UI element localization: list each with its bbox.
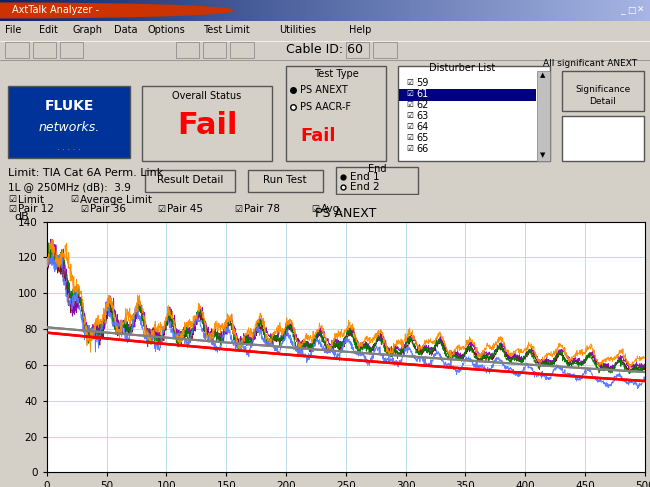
Text: ☑: ☑ (157, 205, 165, 214)
Text: . . . . .: . . . . . (57, 143, 81, 152)
Text: Cable ID: 60: Cable ID: 60 (287, 43, 363, 56)
Text: Limit: Limit (18, 195, 44, 205)
Text: Help: Help (349, 25, 371, 35)
Text: ☑: ☑ (8, 195, 16, 204)
Bar (286, 66, 386, 161)
Text: Pair 78: Pair 78 (244, 205, 280, 214)
Text: ☑: ☑ (311, 205, 319, 214)
Text: Result Detail: Result Detail (157, 175, 223, 185)
Text: Pair 12: Pair 12 (18, 205, 54, 214)
Bar (176, 42, 199, 58)
Bar (346, 42, 369, 58)
Text: Pair 36: Pair 36 (90, 205, 126, 214)
Bar (562, 71, 644, 111)
Text: Utilities: Utilities (280, 25, 317, 35)
Bar (537, 71, 550, 161)
Text: □: □ (627, 6, 636, 15)
Circle shape (0, 3, 233, 18)
Bar (336, 167, 418, 194)
Text: Limit: TIA Cat 6A Perm. Link: Limit: TIA Cat 6A Perm. Link (8, 168, 163, 178)
Text: ☑: ☑ (406, 144, 413, 153)
Text: ☑: ☑ (406, 89, 413, 98)
Text: End 1: End 1 (350, 171, 380, 182)
Text: All significant ANEXT: All significant ANEXT (543, 59, 637, 68)
Text: FLUKE: FLUKE (44, 99, 94, 113)
Text: Run Test: Run Test (263, 175, 307, 185)
Text: ☑: ☑ (406, 78, 413, 87)
Bar (399, 89, 536, 101)
Text: 1L @ 250MHz (dB):  3.9: 1L @ 250MHz (dB): 3.9 (8, 182, 131, 192)
Bar (145, 169, 235, 192)
Text: Fail: Fail (300, 127, 335, 145)
Text: Detail: Detail (590, 97, 616, 106)
Text: dB: dB (14, 211, 29, 222)
Bar (203, 42, 226, 58)
Text: Test Limit: Test Limit (203, 25, 250, 35)
Text: 63: 63 (416, 111, 428, 121)
Text: Fail: Fail (177, 111, 237, 140)
Text: Disturber List: Disturber List (429, 63, 495, 74)
Text: ✕: ✕ (637, 6, 645, 15)
Text: 61: 61 (416, 89, 428, 99)
Text: File: File (5, 25, 21, 35)
Text: networks.: networks. (38, 121, 99, 134)
Text: ▲: ▲ (540, 72, 546, 78)
Bar (230, 42, 254, 58)
Text: Pair 45: Pair 45 (167, 205, 203, 214)
Bar (5, 42, 29, 58)
Text: _: _ (621, 6, 625, 15)
Text: Significance: Significance (575, 85, 630, 94)
Text: ☑: ☑ (406, 133, 413, 142)
Bar (8, 86, 130, 158)
Text: Options: Options (148, 25, 185, 35)
Text: 66: 66 (416, 144, 428, 153)
Bar (398, 66, 550, 161)
Text: ☑: ☑ (8, 205, 16, 214)
Text: Graph: Graph (73, 25, 103, 35)
Bar (142, 86, 272, 161)
Text: AxtTalk Analyzer -: AxtTalk Analyzer - (12, 5, 99, 16)
Text: ☑: ☑ (234, 205, 242, 214)
Text: End 2: End 2 (350, 182, 380, 192)
Bar (32, 42, 56, 58)
Text: PS AACR-F: PS AACR-F (300, 102, 351, 112)
Text: ▼: ▼ (540, 152, 546, 159)
Bar (60, 42, 83, 58)
Text: Test Type: Test Type (313, 69, 358, 79)
Text: Overall Status: Overall Status (172, 91, 242, 101)
Text: PS ANEXT: PS ANEXT (300, 85, 348, 95)
Bar (373, 42, 396, 58)
Text: Data: Data (114, 25, 137, 35)
Text: ☑: ☑ (406, 122, 413, 131)
Text: 62: 62 (416, 100, 428, 110)
Bar (562, 116, 644, 161)
Text: 65: 65 (416, 132, 428, 143)
Text: 59: 59 (416, 78, 428, 88)
Text: Average Limit: Average Limit (80, 195, 152, 205)
Text: 64: 64 (416, 122, 428, 131)
Title: PS ANEXT: PS ANEXT (315, 207, 376, 221)
Bar (248, 169, 323, 192)
Text: End: End (368, 164, 386, 173)
Text: ☑: ☑ (80, 205, 88, 214)
Text: Edit: Edit (39, 25, 58, 35)
Text: Avg.: Avg. (321, 205, 344, 214)
Text: ☑: ☑ (70, 195, 78, 204)
Text: ☑: ☑ (406, 111, 413, 120)
Text: ☑: ☑ (406, 100, 413, 109)
